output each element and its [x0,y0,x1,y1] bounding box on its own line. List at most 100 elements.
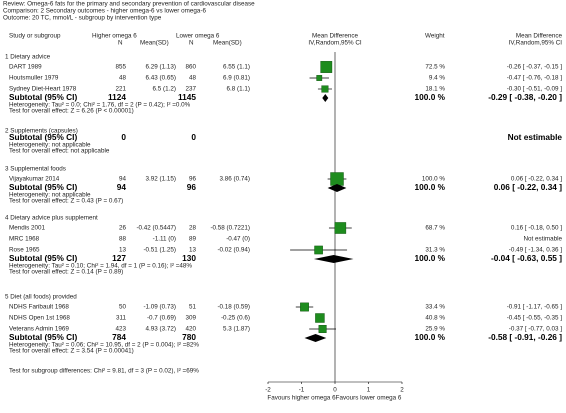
column-header: Mean Difference [516,33,563,40]
group-title: 2 Supplements (capsules) [5,128,78,135]
weight: 18.1 % [425,86,445,93]
mean-difference: -0.26 [ -0.37, -0.15 ] [507,64,563,71]
mean-sd: 6.43 (0.65) [146,75,176,82]
n: 13 [189,247,197,254]
n: 237 [185,86,196,93]
column-header: Mean Difference [312,33,359,40]
n: 860 [185,64,196,71]
study-name: NDHS Open 1st 1968 [9,315,70,322]
column-header: IV,Random,95% CI [308,40,362,47]
mean-difference: 0.06 [ -0.22, 0.34 ] [511,176,562,183]
n: 96 [187,182,197,192]
effect-square [316,75,323,81]
weight: 100.0 % [415,253,446,263]
weight: 100.0 % [415,92,446,102]
subtotal-label: Subtotal (95% CI) [9,182,77,192]
n: 51 [189,304,197,311]
mean-difference: -0.29 [ -0.38, -0.20 ] [488,92,562,102]
pooled-diamond [327,184,347,192]
mean-sd: 6.55 (1.1) [223,64,250,71]
n: 50 [119,304,127,311]
mean-sd: -1.11 (0) [153,236,176,243]
subgroup-test: Test for subgroup differences: Chi² = 9.… [9,368,199,375]
mean-sd: 6.9 (0.81) [223,75,250,82]
mean-difference: -0.30 [ -0.51, -0.09 ] [507,86,563,93]
mean-difference: -0.58 [ -0.91, -0.26 ] [488,332,562,342]
mean-difference: -0.91 [ -1.17, -0.65 ] [507,304,563,311]
weight: 31.3 % [425,247,445,254]
mean-sd: -0.18 (0.59) [217,304,250,311]
n: 96 [189,176,197,183]
n: 420 [185,326,196,333]
mean-difference: Not estimable [508,132,563,142]
study-name: Houtsmuller 1979 [9,75,59,82]
n: 221 [115,86,126,93]
mean-sd: 6.5 (1.2) [153,86,176,93]
weight: 9.4 % [429,75,446,82]
heterogeneity: Heterogeneity: not applicable [9,192,91,199]
outcome: Outcome: 20 TC, mmol/L - subgroup by int… [3,15,162,22]
weight: 100.0 % [415,182,446,192]
column-header: N [118,40,123,47]
mean-difference: -0.47 [ -0.76, -0.18 ] [507,75,563,82]
weight: 68.7 % [425,225,445,232]
x-tick-label: -2 [265,387,271,394]
mean-difference: -0.45 [ -0.55, -0.35 ] [507,315,563,322]
overall-effect: Test for overall effect: Z = 6.26 (P < 0… [9,108,134,115]
n: 130 [182,253,196,263]
mean-difference: Not estimable [524,236,563,243]
mean-difference: 0.16 [ -0.18, 0.50 ] [511,225,562,232]
n: 780 [182,332,196,342]
n: 13 [119,247,127,254]
pooled-diamond [322,94,329,102]
study-name: Sydney Diet-Heart 1978 [9,86,77,93]
column-header: Mean(SD) [140,40,169,47]
weight: 100.0 % [422,176,446,183]
mean-sd: -0.25 (0.6) [221,315,250,322]
weight: 72.5 % [425,64,445,71]
x-tick-label: 1 [367,387,371,394]
mean-sd: 5.3 (1.87) [223,326,250,333]
x-tick-label: 2 [400,387,404,394]
mean-sd: -0.47 (0) [226,236,250,243]
n: 28 [189,225,197,232]
n: 423 [115,326,126,333]
column-header: Higher omega 6 [92,33,137,40]
effect-square [318,325,327,333]
study-name: DART 1989 [9,64,42,71]
weight: 33.4 % [425,304,445,311]
mean-sd: -0.7 (0.69) [147,315,176,322]
n: 94 [117,182,127,192]
mean-sd: 6.8 (1.1) [227,86,250,93]
overall-effect: Test for overall effect: Z = 0.43 (P = 0… [9,198,123,205]
review: Review: Omega-6 fats for the primary and… [3,1,255,8]
heterogeneity: Heterogeneity: Tau² = 0.10; Chi² = 1.94,… [9,263,192,270]
n: 784 [112,332,126,342]
mean-difference: 0.06 [ -0.22, 0.34 ] [494,182,562,192]
study-name: Veterans Admin 1969 [9,326,69,333]
effect-square [320,61,333,73]
mean-sd: -0.42 (0.5447) [136,225,176,232]
n: 1145 [178,92,196,102]
study-name: Rose 1965 [9,247,40,254]
mean-sd: -0.51 (1.25) [143,247,176,254]
mean-sd: 3.92 (1.15) [146,176,176,183]
n: 88 [119,236,127,243]
favours-right: Favours lower omega 6 [336,395,402,402]
mean-sd: -1.09 (0.73) [143,304,176,311]
comparison: Comparison: 2 Secondary outcomes - highe… [3,8,206,15]
n: 127 [112,253,126,263]
mean-sd: -0.58 (0.7221) [210,225,250,232]
column-header: Study or subgroup [9,33,61,40]
mean-sd: -0.02 (0.94) [217,247,250,254]
effect-square [334,222,347,234]
n: 48 [189,75,197,82]
group-title: 5 Diet (all foods) provided [5,294,77,301]
effect-square [314,245,323,255]
n: 26 [119,225,127,232]
study-name: Mendis 2001 [9,225,46,232]
n: 94 [119,176,127,183]
mean-sd: 3.86 (0.74) [220,176,250,183]
heterogeneity: Heterogeneity: Tau² = 0.06; Chi² = 10.95… [9,342,199,349]
